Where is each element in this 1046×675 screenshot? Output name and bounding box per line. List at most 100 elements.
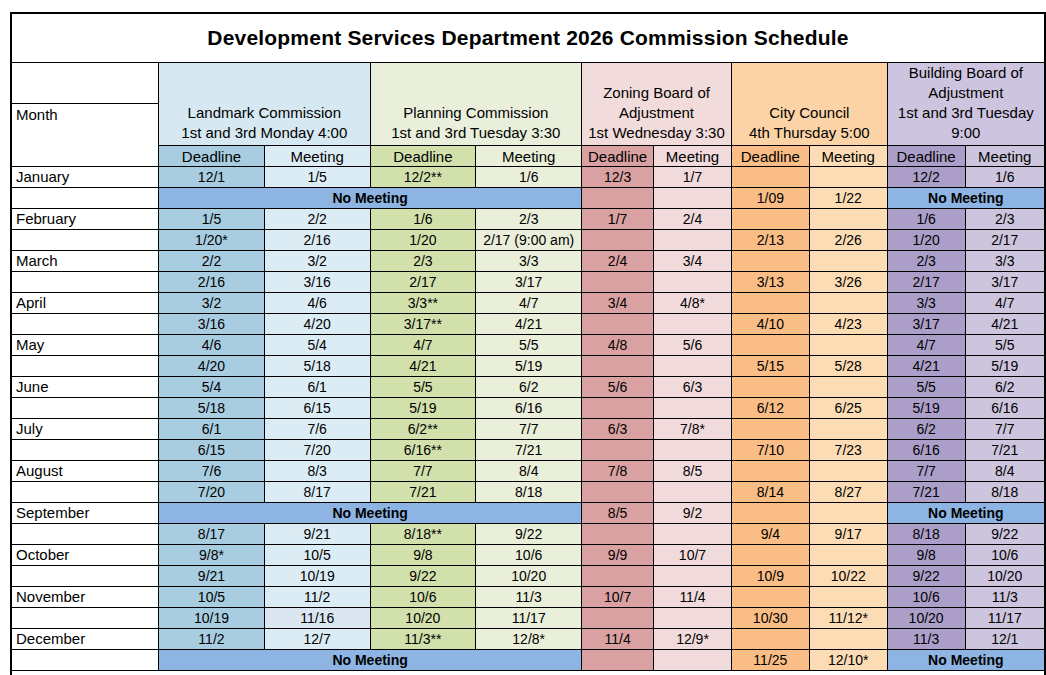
date-cell: 1/22 (809, 188, 887, 209)
date-cell: 10/6 (965, 545, 1045, 566)
date-cell: 1/20 (887, 230, 965, 251)
date-cell: 4/23 (809, 314, 887, 335)
date-cell: 12/1 (159, 167, 265, 188)
month-cell (11, 230, 159, 251)
no-meeting-cell: No Meeting (159, 188, 582, 209)
date-cell: 1/6 (370, 209, 476, 230)
date-cell: 1/20* (159, 230, 265, 251)
date-cell: 7/7 (887, 461, 965, 482)
date-cell: 2/26 (809, 230, 887, 251)
date-cell: 7/8 (582, 461, 654, 482)
empty-cell (809, 293, 887, 314)
commission-name: Building Board of Adjustment (889, 63, 1043, 103)
date-cell: 9/22 (370, 566, 476, 587)
date-cell: 1/20 (370, 230, 476, 251)
date-cell: 11/3 (965, 587, 1045, 608)
date-cell: 3/2 (159, 293, 265, 314)
date-cell: 4/6 (264, 293, 370, 314)
date-cell: 10/5 (264, 545, 370, 566)
date-cell: 11/17 (965, 608, 1045, 629)
date-cell: 9/22 (887, 566, 965, 587)
commission-schedule: 1st Wednesday 3:30 (583, 123, 730, 143)
date-cell: 7/20 (264, 440, 370, 461)
schedule-row: March2/23/22/33/32/43/42/33/3 (11, 251, 1045, 272)
date-cell: 8/17 (159, 524, 265, 545)
date-cell: 6/16** (370, 440, 476, 461)
empty-cell (731, 293, 809, 314)
date-cell: 2/3 (476, 209, 582, 230)
month-cell (11, 482, 159, 503)
schedule-row: SeptemberNo Meeting8/59/2No Meeting (11, 503, 1045, 524)
date-cell: 11/4 (582, 629, 654, 650)
date-cell: 7/21 (965, 440, 1045, 461)
month-cell: February (11, 209, 159, 230)
date-cell: 7/21 (887, 482, 965, 503)
schedule-row: January12/11/512/2**1/612/31/712/21/6 (11, 167, 1045, 188)
date-cell: 6/16 (476, 398, 582, 419)
month-cell: June (11, 377, 159, 398)
date-cell: 9/4 (731, 524, 809, 545)
date-cell: 11/3 (476, 587, 582, 608)
commission-schedule: 1st and 3rd Monday 4:00 (160, 123, 368, 143)
empty-cell (809, 377, 887, 398)
date-cell: 4/6 (159, 335, 265, 356)
empty-cell (654, 188, 732, 209)
date-cell: 5/5 (887, 377, 965, 398)
date-cell: 9/9 (582, 545, 654, 566)
month-header-spacer (11, 63, 159, 104)
date-cell: 5/19 (370, 398, 476, 419)
schedule-row: 10/1911/1610/2011/1710/3011/12*10/2011/1… (11, 608, 1045, 629)
date-cell: 5/6 (582, 377, 654, 398)
schedule-row: 1/20*2/161/202/17 (9:00 am)2/132/261/202… (11, 230, 1045, 251)
date-cell: 4/8 (582, 335, 654, 356)
building-board-header: Building Board of Adjustment 1st and 3rd… (887, 63, 1045, 146)
date-cell: 10/30 (731, 608, 809, 629)
empty-cell (731, 419, 809, 440)
date-cell: 9/21 (264, 524, 370, 545)
date-cell: 11/25 (731, 650, 809, 671)
date-cell: 7/10 (731, 440, 809, 461)
month-cell: May (11, 335, 159, 356)
date-cell: 2/17 (9:00 am) (476, 230, 582, 251)
empty-cell (731, 587, 809, 608)
date-cell: 1/6 (476, 167, 582, 188)
empty-cell (731, 167, 809, 188)
month-cell (11, 188, 159, 209)
date-cell: 12/7 (264, 629, 370, 650)
date-cell: 12/2 (887, 167, 965, 188)
date-cell: 4/7 (370, 335, 476, 356)
date-cell: 3/2 (264, 251, 370, 272)
schedule-body: January12/11/512/2**1/612/31/712/21/6No … (11, 167, 1045, 671)
date-cell: 7/7 (965, 419, 1045, 440)
date-cell: 5/5 (476, 335, 582, 356)
date-cell: 2/16 (159, 272, 265, 293)
month-cell (11, 524, 159, 545)
no-meeting-cell: No Meeting (159, 650, 582, 671)
schedule-row: April3/24/63/3**4/73/44/8*3/34/7 (11, 293, 1045, 314)
date-cell: 7/7 (370, 461, 476, 482)
empty-cell (582, 482, 654, 503)
empty-cell (654, 482, 732, 503)
empty-cell (731, 251, 809, 272)
zoning-board-header: Zoning Board of Adjustment 1st Wednesday… (582, 63, 732, 146)
date-cell: 3/4 (582, 293, 654, 314)
date-cell: 2/4 (582, 251, 654, 272)
date-cell: 3/3 (887, 293, 965, 314)
date-cell: 1/6 (887, 209, 965, 230)
schedule-row: 9/2110/199/2210/2010/910/229/2210/20 (11, 566, 1045, 587)
month-cell: March (11, 251, 159, 272)
council-meeting-header: Meeting (809, 146, 887, 167)
date-cell: 11/12* (809, 608, 887, 629)
date-cell: 10/20 (476, 566, 582, 587)
empty-cell (654, 356, 732, 377)
date-cell: 12/10* (809, 650, 887, 671)
planning-deadline-header: Deadline (370, 146, 476, 167)
date-cell: 8/3 (264, 461, 370, 482)
zoning-deadline-header: Deadline (582, 146, 654, 167)
commission-schedule: 1st and 3rd Tuesday 3:30 (372, 123, 581, 143)
schedule-row: 4/205/184/215/195/155/284/215/19 (11, 356, 1045, 377)
schedule-row: 7/208/177/218/188/148/277/218/18 (11, 482, 1045, 503)
date-cell: 3/26 (809, 272, 887, 293)
date-cell: 11/4 (654, 587, 732, 608)
date-cell: 3/16 (159, 314, 265, 335)
